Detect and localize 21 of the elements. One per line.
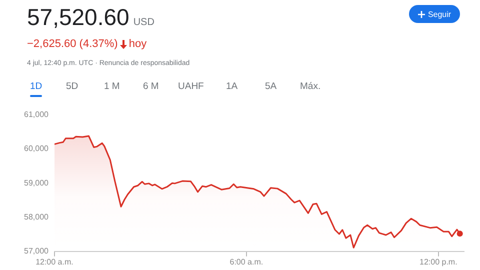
x-tick-label: 6:00 a.m.: [230, 257, 264, 266]
y-tick-label: 59,000: [24, 178, 50, 188]
x-tick-label: 12:00 p.m.: [420, 257, 458, 266]
y-tick-label: 61,000: [24, 110, 50, 120]
text: 5D: [66, 81, 78, 92]
x-tick-label: 12:00 a.m.: [36, 257, 74, 266]
text: USD: [133, 17, 154, 28]
text: 5A: [265, 81, 277, 92]
text: 6 M: [143, 81, 159, 92]
y-tick-label: 58,000: [24, 212, 50, 222]
text: 1 M: [104, 81, 120, 92]
chart-title: 57,520.60: [27, 4, 130, 30]
y-tick-label: 57,000: [24, 246, 50, 256]
text: UAHF: [178, 81, 204, 92]
text: −2,625.60 (4.37%): [27, 38, 118, 50]
text: Máx.: [300, 81, 321, 92]
text: 1D: [30, 81, 42, 92]
y-tick-label: 60,000: [24, 144, 50, 154]
text: hoy: [128, 38, 147, 50]
text: 1A: [226, 81, 238, 92]
text: Seguir: [428, 10, 452, 18]
